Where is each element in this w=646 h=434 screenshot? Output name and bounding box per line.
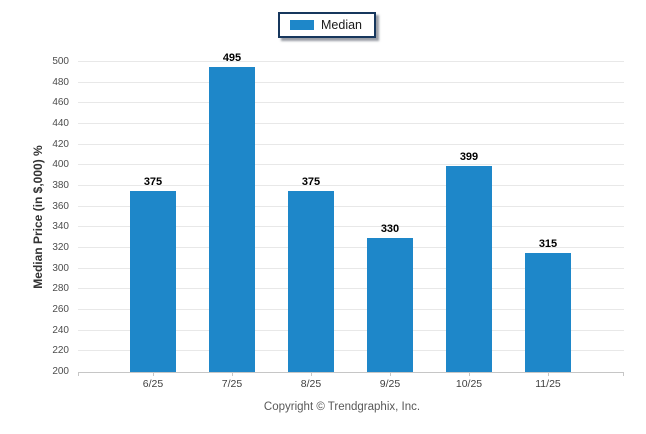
x-axis-label: 6/25 [142,378,164,390]
y-tick-label: 400 [52,159,69,171]
y-tick-label: 480 [52,76,69,88]
gridline [78,267,624,269]
x-axis-tick [390,372,391,376]
legend: Median [278,12,376,38]
bar-value-label: 375 [301,176,321,189]
bar-8/25[interactable] [288,191,334,372]
x-axis-label: 9/25 [379,378,401,390]
gridline [78,205,624,207]
gridline [78,164,624,166]
y-tick-label: 260 [52,304,69,315]
y-tick-label: 340 [52,221,69,233]
gridline [78,226,624,228]
legend-item-median[interactable]: Median [290,18,362,32]
x-axis-tick [78,372,79,376]
plot-area: 375 6/25 495 7/25 375 8/25 330 9/25 399 10/25 315 1… [78,52,624,390]
bar-10/25[interactable] [446,166,492,372]
x-axis-label: 11/25 [535,378,561,390]
bar-11/25[interactable] [525,253,571,372]
x-axis-tick [623,372,624,376]
gridline [78,288,624,290]
y-tick-label: 360 [52,200,69,212]
y-tick-label: 240 [52,324,69,336]
y-tick-label: 420 [52,138,69,150]
bar-value-label: 375 [143,176,163,189]
y-tick-label: 380 [52,180,69,191]
bar-value-label: 495 [222,52,242,65]
x-axis-label: 8/25 [300,378,322,390]
x-axis-tick [311,372,312,376]
x-axis-tick [232,372,233,376]
bar-6/25[interactable] [130,191,176,372]
gridline [78,329,624,331]
y-tick-label: 320 [52,242,69,253]
bar-value-label: 315 [538,238,558,251]
gridline [78,350,624,352]
bar-7/25[interactable] [209,67,255,372]
bar-9/25[interactable] [367,237,413,372]
x-axis-label: 7/25 [221,378,243,390]
legend-swatch-median [290,20,314,30]
x-axis-tick [469,372,470,376]
y-axis-labels: 200 220 240 260 280 300 320 340 360 380 400 420 440 4… [36,56,72,377]
y-tick-label: 460 [52,97,69,109]
gridline [78,247,624,248]
gridline [78,61,624,62]
y-tick-label: 300 [52,262,69,274]
bar-value-label: 330 [380,222,400,235]
bar-value-label: 399 [459,151,479,164]
gridline [78,81,624,83]
y-tick-label: 440 [52,118,69,129]
x-axis-tick [153,372,154,376]
gridline [78,123,624,124]
y-tick-label: 500 [52,56,69,67]
gridline [78,102,624,104]
gridline [78,309,624,310]
y-tick-label: 220 [52,345,69,357]
y-tick-label: 200 [52,366,69,377]
copyright-footer: Copyright © Trendgraphix, Inc. [263,401,421,413]
x-axis-tick [548,372,549,376]
legend-label: Median [321,18,362,32]
x-axis-label: 10/25 [455,378,483,390]
gridline [78,185,624,186]
y-tick-label: 280 [52,283,69,295]
gridline [78,143,624,145]
